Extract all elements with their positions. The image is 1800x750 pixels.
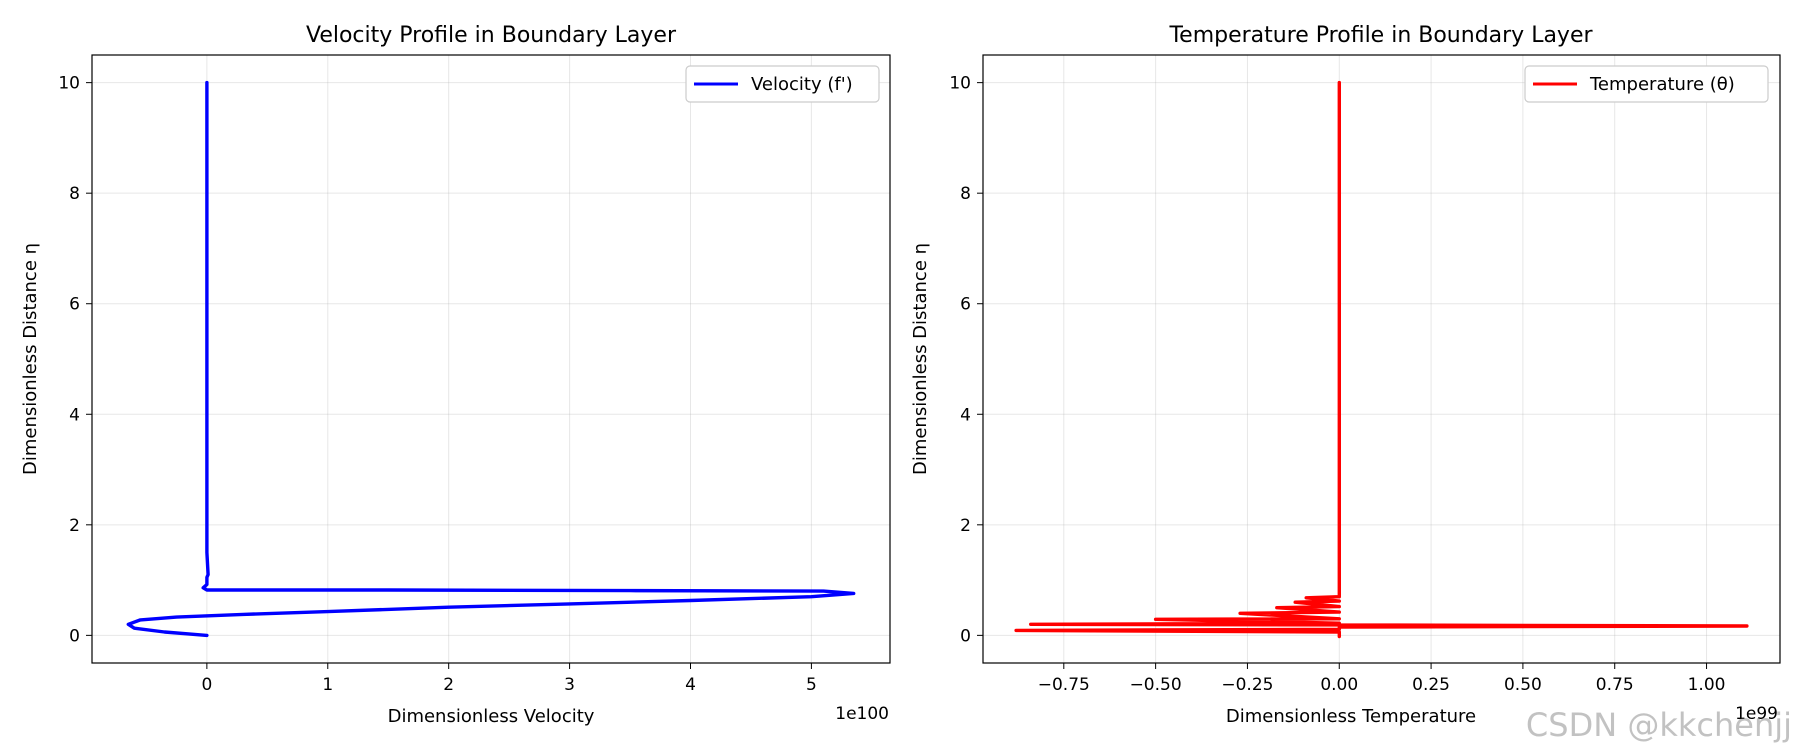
series-line — [126, 80, 856, 638]
y-tick-label: 6 — [960, 295, 971, 315]
series-layer — [126, 80, 856, 638]
x-tick-label: 1 — [322, 675, 333, 695]
x-tick-label: 4 — [685, 675, 696, 695]
x-tick-label: 0.25 — [1412, 675, 1450, 695]
velocity-chart: Velocity Profile in Boundary Layer 0 1 2 3 4… — [20, 23, 891, 727]
x-tick-label: −0.50 — [1130, 675, 1182, 695]
tick-labels: 0 1 2 3 4 5 0 2 4 6 8 10 — [58, 74, 816, 695]
y-tick-label: 2 — [69, 516, 80, 536]
series-layer — [1014, 80, 1749, 639]
grid — [983, 55, 1780, 663]
y-tick-label: 2 — [960, 516, 971, 536]
y-tick-label: 0 — [960, 626, 971, 646]
legend-box — [685, 65, 880, 103]
plot-frame — [91, 54, 891, 664]
x-tick-label: 0.75 — [1596, 675, 1634, 695]
y-tick-label: 10 — [949, 74, 971, 94]
y-tick-label: 4 — [960, 405, 971, 425]
legend-label: Temperature (θ) — [1589, 74, 1735, 95]
y-tick-label: 8 — [960, 184, 971, 204]
watermark: CSDN @kkchenjj — [1525, 706, 1792, 744]
y-axis-label: Dimensionless Distance η — [910, 243, 931, 475]
plot-frame — [982, 54, 1781, 664]
x-offset-label: 1e100 — [835, 704, 889, 724]
x-tick-label: 0 — [201, 675, 212, 695]
y-tick-label: 10 — [58, 74, 80, 94]
legend: Velocity (f') — [685, 65, 880, 103]
y-tick-label: 6 — [69, 295, 80, 315]
y-tick-label: 4 — [69, 405, 80, 425]
grid — [92, 55, 890, 663]
x-tick-label: −0.25 — [1221, 675, 1273, 695]
chart-title: Velocity Profile in Boundary Layer — [306, 23, 677, 48]
legend-box — [1524, 65, 1769, 103]
x-tick-label: 2 — [443, 675, 454, 695]
x-offset-label: 1e99 — [1735, 704, 1778, 724]
x-axis-label: Dimensionless Temperature — [1226, 706, 1476, 727]
x-tick-label: 3 — [564, 675, 575, 695]
x-tick-label: 0.00 — [1320, 675, 1358, 695]
legend-label: Velocity (f') — [751, 74, 853, 95]
x-tick-label: −0.75 — [1038, 675, 1090, 695]
chart-title: Temperature Profile in Boundary Layer — [1168, 23, 1593, 48]
x-axis-label: Dimensionless Velocity — [388, 706, 595, 727]
x-tick-label: 5 — [806, 675, 817, 695]
y-axis-label: Dimensionless Distance η — [20, 243, 41, 475]
y-tick-label: 8 — [69, 184, 80, 204]
temperature-chart: Temperature Profile in Boundary Layer −0… — [910, 23, 1781, 727]
x-tick-label: 0.50 — [1504, 675, 1542, 695]
x-tick-label: 1.00 — [1688, 675, 1726, 695]
y-tick-label: 0 — [69, 626, 80, 646]
series-line — [1014, 80, 1749, 639]
legend: Temperature (θ) — [1524, 65, 1769, 103]
tick-labels: −0.75 −0.50 −0.25 0.00 0.25 0.50 0.75 1.00 0 2 4 6 8… — [949, 74, 1725, 695]
